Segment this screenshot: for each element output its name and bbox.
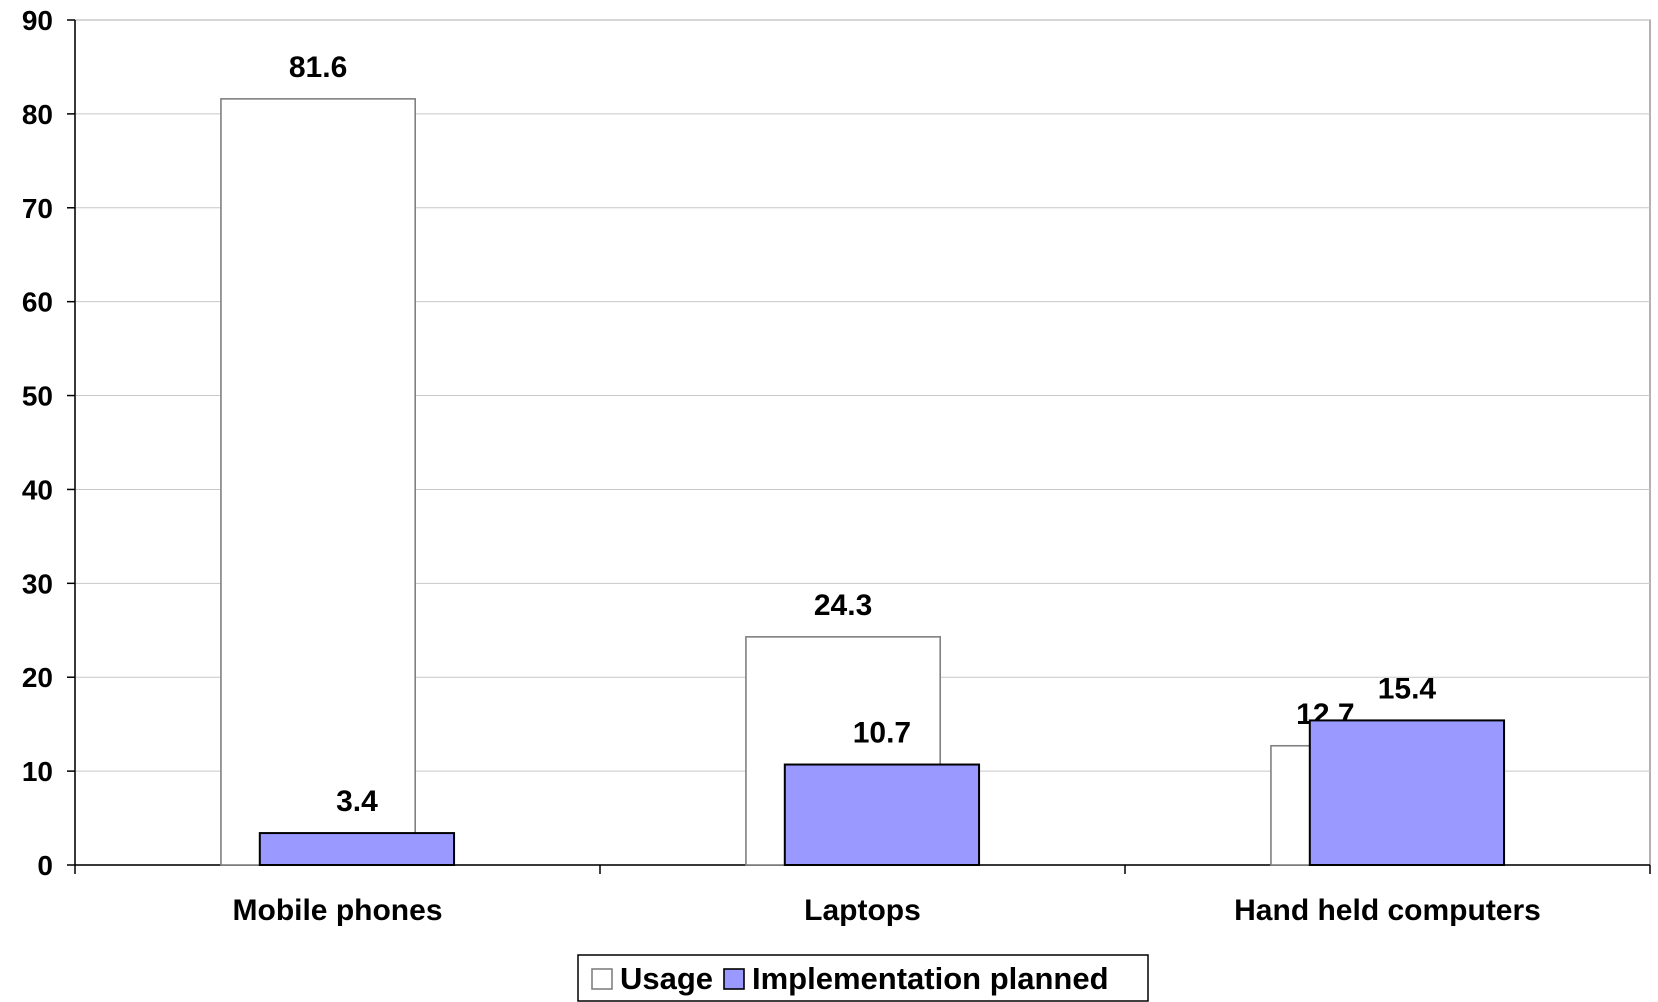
- y-tick-label: 40: [22, 474, 53, 505]
- y-tick-label: 20: [22, 662, 53, 693]
- data-label: 3.4: [336, 785, 378, 818]
- y-tick-label: 80: [22, 99, 53, 130]
- y-tick-label: 0: [37, 850, 53, 881]
- bar-usage-0: [220, 98, 416, 866]
- legend-swatch-implementation-planned: [723, 968, 745, 990]
- legend-label: Implementation planned: [752, 961, 1109, 996]
- y-tick-label: 30: [22, 568, 53, 599]
- legend-label: Usage: [620, 961, 713, 996]
- bar-implementation-planned-2: [1308, 719, 1506, 867]
- data-label: 15.4: [1378, 672, 1437, 705]
- data-label: 81.6: [289, 51, 347, 84]
- bar-implementation-planned-0: [258, 832, 456, 866]
- y-tick-label: 10: [22, 756, 53, 787]
- y-tick-label: 90: [22, 5, 53, 36]
- category-label: Hand held computers: [1234, 894, 1541, 927]
- y-tick-label: 50: [22, 381, 53, 412]
- category-label: Laptops: [804, 894, 921, 927]
- category-label: Mobile phones: [233, 894, 443, 927]
- data-label: 24.3: [814, 589, 872, 622]
- bar-implementation-planned-1: [783, 763, 981, 866]
- legend-swatch-usage: [591, 968, 613, 990]
- legend: [577, 954, 1149, 1002]
- y-tick-label: 70: [22, 193, 53, 224]
- data-label: 10.7: [853, 717, 911, 750]
- y-tick-label: 60: [22, 287, 53, 318]
